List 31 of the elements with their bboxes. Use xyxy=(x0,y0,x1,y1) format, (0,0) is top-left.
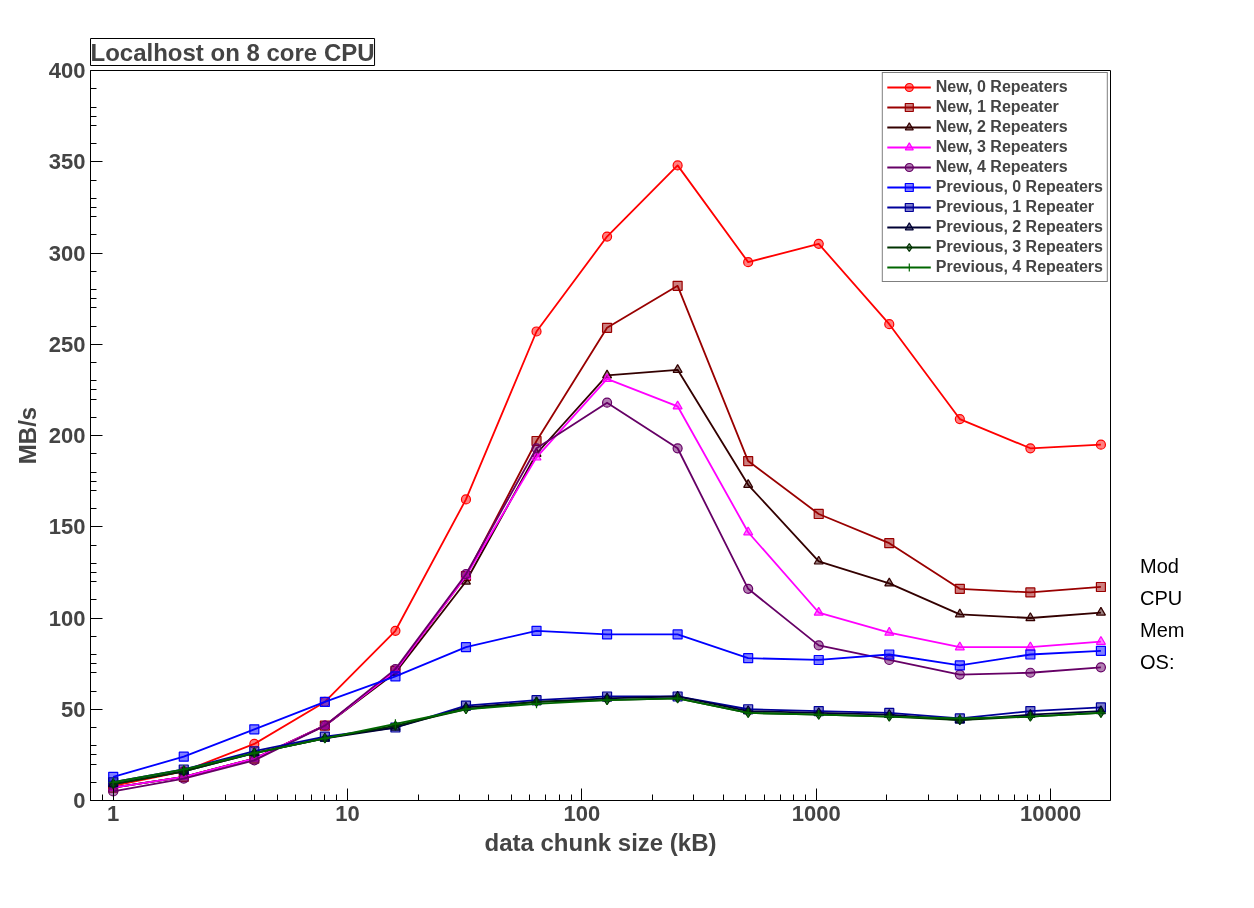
text: OS: xyxy=(1140,651,1175,673)
legend-label: New, 2 Repeaters xyxy=(935,117,1068,137)
x-tick-label: 100 xyxy=(563,800,601,826)
x-tick-label: 1 xyxy=(107,800,120,826)
x-tick-label: 10000 xyxy=(1020,800,1082,826)
y-tick-label: 300 xyxy=(48,240,86,266)
legend-label: New, 3 Repeaters xyxy=(935,137,1068,157)
legend-label: Previous, 3 Repeaters xyxy=(935,237,1103,257)
legend-label: New, 1 Repeater xyxy=(935,97,1059,117)
y-axis-title: MB/s xyxy=(13,406,41,465)
x-axis-title: data chunk size (kB) xyxy=(484,828,717,856)
y-tick-label: 0 xyxy=(73,788,86,813)
y-tick-label: 400 xyxy=(48,58,86,83)
legend-label: Previous, 1 Repeater xyxy=(935,197,1095,217)
text: CPU xyxy=(1140,587,1183,609)
y-tick-label: 350 xyxy=(48,149,86,175)
legend-label: New, 0 Repeaters xyxy=(935,77,1068,97)
legend-label: Previous, 4 Repeaters xyxy=(935,257,1103,277)
legend-label: New, 4 Repeaters xyxy=(935,157,1068,177)
text: Mem xyxy=(1140,619,1185,641)
legend-label: Previous, 2 Repeaters xyxy=(935,217,1103,237)
y-tick-label: 200 xyxy=(48,423,86,448)
chart-title: Localhost on 8 core CPU xyxy=(90,38,375,66)
x-tick-label: 10 xyxy=(335,800,360,826)
y-tick-label: 250 xyxy=(48,331,86,357)
y-tick-label: 150 xyxy=(48,514,86,540)
x-tick-label: 1000 xyxy=(791,800,841,826)
legend-label: Previous, 0 Repeaters xyxy=(935,177,1103,197)
y-tick-label: 100 xyxy=(48,605,86,631)
y-tick-label: 50 xyxy=(61,696,86,722)
text: Mod xyxy=(1140,555,1179,577)
